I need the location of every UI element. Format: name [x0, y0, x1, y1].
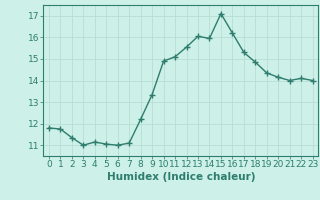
X-axis label: Humidex (Indice chaleur): Humidex (Indice chaleur)	[107, 172, 255, 182]
